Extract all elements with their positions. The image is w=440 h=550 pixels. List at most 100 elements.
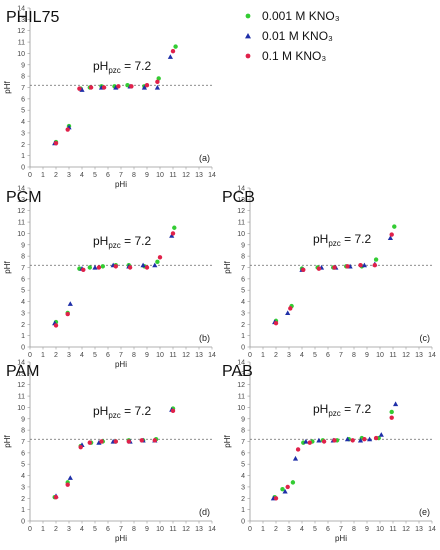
data-point: [321, 439, 327, 444]
y-tick-label: 13: [17, 17, 25, 24]
pzc-annotation-value: = 7.2: [341, 402, 372, 416]
data-point: [170, 48, 176, 54]
data-point: [316, 437, 322, 443]
y-axis-label: pHf: [223, 435, 232, 448]
data-point: [273, 320, 279, 326]
data-point: [113, 439, 119, 444]
panel-tag: (e): [419, 507, 430, 517]
y-tick-label: 5: [241, 462, 245, 469]
data-point: [113, 84, 119, 90]
data-point: [378, 432, 384, 437]
x-tick-label: 7: [119, 172, 123, 179]
data-point: [307, 440, 312, 445]
y-tick-label: 3: [21, 310, 25, 317]
x-tick-label: 3: [287, 352, 291, 359]
data-point: [280, 487, 285, 492]
y-tick-label: 0: [241, 519, 245, 526]
data-point: [155, 259, 160, 265]
data-point: [170, 231, 176, 236]
y-tick-label: 6: [21, 96, 25, 103]
y-tick-label: 11: [18, 220, 25, 227]
x-tick-label: 0: [28, 526, 32, 533]
y-tick-label: 6: [241, 276, 245, 283]
x-tick-label: 0: [248, 352, 252, 359]
data-point: [154, 84, 160, 90]
x-tick-label: 2: [274, 352, 278, 359]
x-tick-label: 12: [402, 526, 410, 533]
y-tick-label: 10: [237, 231, 245, 238]
data-point: [67, 475, 73, 480]
x-tick-label: 6: [106, 526, 110, 533]
data-point: [87, 440, 93, 445]
x-tick-label: 11: [389, 526, 396, 533]
pzc-annotation-sub: pzc: [108, 241, 120, 250]
data-point: [344, 436, 351, 442]
legend: 0.001 M KNO₃ 0.01 M KNO₃ 0.1 M KNO₃: [245, 9, 340, 63]
pzc-annotation-main: pH: [93, 59, 108, 73]
y-tick-label: 8: [21, 74, 25, 81]
x-tick-label: 14: [208, 526, 216, 533]
data-point: [116, 84, 121, 89]
data-point: [144, 265, 150, 270]
data-point: [345, 264, 350, 269]
y-tick-label: 9: [241, 242, 245, 249]
y-tick-label: 12: [237, 382, 245, 389]
x-tick-label: 11: [169, 526, 176, 533]
y-tick-label: 4: [21, 299, 25, 306]
x-tick-label: 2: [54, 352, 58, 359]
y-tick-label: 5: [21, 108, 25, 115]
x-tick-label: 0: [28, 352, 32, 359]
panel-tag: (c): [420, 333, 431, 343]
y-tick-label: 10: [237, 405, 245, 412]
x-tick-label: 1: [41, 526, 45, 533]
x-tick-label: 4: [300, 526, 304, 533]
data-point: [126, 439, 131, 444]
data-point: [65, 127, 70, 132]
y-tick-label: 6: [21, 276, 25, 283]
y-tick-label: 14: [237, 360, 245, 367]
y-tick-label: 1: [21, 333, 25, 340]
y-tick-label: 12: [237, 208, 245, 215]
data-point: [88, 85, 94, 90]
data-point: [387, 235, 393, 241]
pzc-annotation-sub: pzc: [328, 409, 340, 418]
pzc-annotation-main: pH: [93, 404, 108, 418]
y-tick-label: 0: [21, 345, 25, 352]
y-tick-label: 2: [21, 496, 25, 503]
x-tick-label: 12: [182, 172, 190, 179]
x-tick-label: 11: [169, 352, 176, 359]
chart-panel-pcb: 0 1 2 3 4 5 6 7 8 9 10 11 12 13 1401234567891011121314…: [222, 186, 436, 360]
data-point: [92, 264, 98, 270]
x-tick-label: 14: [428, 352, 436, 359]
legend-label: 0.1 M KNO₃: [262, 49, 326, 63]
y-tick-label: 1: [21, 153, 25, 160]
pzc-annotation-value: = 7.2: [121, 234, 152, 248]
data-point: [53, 494, 59, 500]
y-tick-label: 11: [18, 394, 25, 401]
x-tick-label: 12: [182, 352, 190, 359]
x-tick-label: 10: [156, 172, 164, 179]
y-axis-label: pHf: [3, 261, 12, 274]
data-point: [172, 225, 177, 230]
data-point: [100, 264, 106, 269]
x-tick-label: 0: [28, 172, 32, 179]
legend-label: 0.001 M KNO₃: [262, 9, 340, 23]
data-point: [113, 264, 119, 269]
x-tick-label: 5: [93, 352, 97, 359]
pzc-annotation-main: pH: [93, 234, 108, 248]
chart-panel-pcm: 0 1 2 3 4 5 6 7 8 9 10 11 12 13 1401234567891011121314…: [3, 186, 216, 370]
y-tick-label: 5: [241, 288, 245, 295]
x-tick-label: 8: [132, 352, 136, 359]
data-point: [141, 84, 147, 90]
data-point: [332, 438, 337, 443]
data-point: [303, 438, 309, 444]
panel-title: PCB: [222, 189, 255, 206]
data-point: [167, 54, 173, 59]
pzc-annotation-main: pH: [313, 232, 328, 246]
y-tick-label: 0: [241, 345, 245, 352]
data-point: [282, 488, 288, 494]
pzc-annotation-sub: pzc: [108, 66, 120, 75]
y-tick-label: 1: [21, 507, 25, 514]
legend-marker: [245, 53, 251, 59]
